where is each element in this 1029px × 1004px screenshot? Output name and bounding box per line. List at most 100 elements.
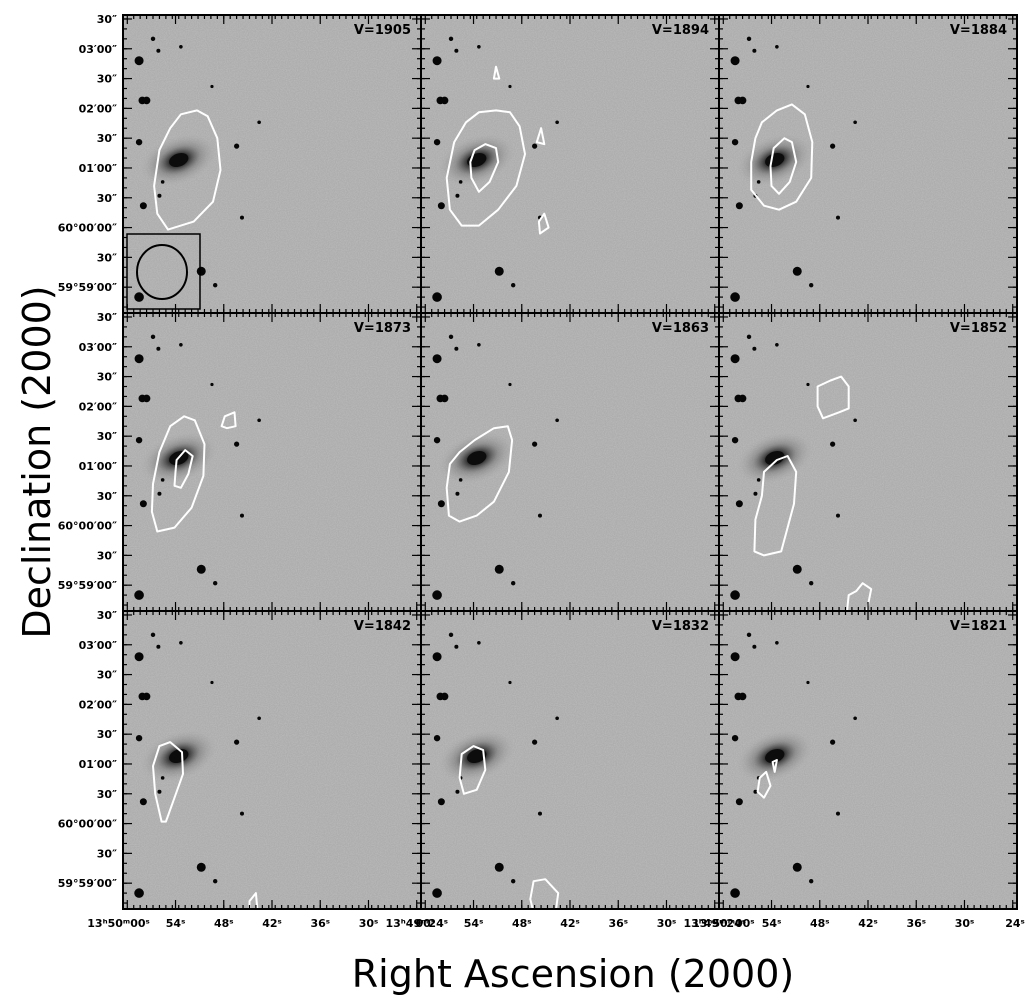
field-star <box>730 888 740 898</box>
field-star <box>753 491 758 496</box>
field-star <box>432 292 442 302</box>
field-star <box>234 441 240 447</box>
field-star <box>494 862 504 872</box>
y-tick-label: 30″ <box>97 13 117 26</box>
field-star <box>510 282 516 288</box>
panel-ticks <box>123 611 421 909</box>
field-star <box>179 640 183 645</box>
field-star <box>454 48 459 53</box>
field-star <box>432 590 442 600</box>
panel-2: V=1894 <box>420 14 720 314</box>
field-star <box>853 120 857 125</box>
velocity-label: V=1863 <box>652 321 709 336</box>
field-star <box>257 716 261 721</box>
field-star <box>134 888 144 898</box>
field-star <box>212 282 218 288</box>
field-star <box>139 202 147 210</box>
hi-contour <box>537 212 550 235</box>
field-star <box>756 478 761 482</box>
field-star <box>477 640 481 645</box>
y-tick-label: 59°59′00″ <box>58 281 117 294</box>
x-tick-label: 24ˢ <box>1005 917 1025 930</box>
field-star <box>448 36 454 42</box>
field-star <box>756 180 761 184</box>
field-star <box>139 798 147 806</box>
field-star <box>433 436 441 444</box>
hi-contour <box>248 892 259 909</box>
velocity-label: V=1832 <box>652 619 709 634</box>
galaxy-core <box>169 153 189 168</box>
hi-contour <box>153 109 222 231</box>
field-star <box>157 193 162 198</box>
y-tick-label: 30″ <box>97 311 117 324</box>
y-tick-label: 30″ <box>97 73 117 86</box>
field-star <box>156 644 161 649</box>
y-tick-label: 30″ <box>97 549 117 562</box>
hi-contour <box>756 770 772 799</box>
x-tick-label: 42ˢ <box>858 917 878 930</box>
field-star <box>229 911 233 915</box>
y-tick-label: 03′00″ <box>79 341 118 354</box>
galaxy-core <box>169 749 189 764</box>
y-tick-label: 02′00″ <box>79 102 118 115</box>
field-star <box>142 394 151 403</box>
y-tick-label: 60°00′00″ <box>58 818 117 831</box>
field-star <box>257 418 261 423</box>
panel-8: V=1832 <box>420 610 720 910</box>
field-star <box>537 513 542 518</box>
field-star <box>179 44 183 49</box>
field-star <box>532 441 538 447</box>
field-star <box>437 202 445 210</box>
field-star <box>134 292 144 302</box>
y-tick-label: 30″ <box>97 192 117 205</box>
field-star <box>239 811 244 816</box>
field-star <box>532 143 538 149</box>
y-axis-title: Declination (2000) <box>15 285 59 638</box>
field-star <box>752 346 757 351</box>
hi-contour <box>816 375 850 420</box>
field-star <box>555 418 559 423</box>
field-star <box>752 644 757 649</box>
field-star <box>156 48 161 53</box>
field-star <box>494 266 504 276</box>
panel-ticks <box>719 611 1017 909</box>
panel-6: V=1852 <box>718 312 1018 612</box>
x-tick-label: 30ˢ <box>955 917 975 930</box>
y-tick-label: 30″ <box>97 132 117 145</box>
field-star <box>196 564 206 574</box>
field-star <box>196 266 206 276</box>
hi-contour <box>469 143 500 193</box>
x-tick-label: 42ˢ <box>262 917 282 930</box>
field-star <box>239 513 244 518</box>
panel-ticks <box>123 15 421 313</box>
field-star <box>212 580 218 586</box>
field-star <box>440 394 449 403</box>
field-star <box>792 564 802 574</box>
field-star <box>808 282 814 288</box>
field-star <box>134 590 144 600</box>
hi-contour <box>769 137 798 195</box>
y-tick-label: 30″ <box>97 788 117 801</box>
hi-contour <box>173 449 194 489</box>
y-tick-label: 59°59′00″ <box>58 579 117 592</box>
hi-contour <box>150 415 206 533</box>
field-star <box>142 692 151 701</box>
field-star <box>555 716 559 721</box>
field-star <box>455 789 460 794</box>
hi-contour <box>753 455 798 557</box>
field-star <box>134 56 144 66</box>
hi-contour <box>458 745 487 795</box>
field-star <box>792 862 802 872</box>
field-star <box>510 580 516 586</box>
y-tick-label: 30″ <box>97 847 117 860</box>
velocity-label: V=1884 <box>950 23 1007 38</box>
field-star <box>532 739 538 745</box>
hi-contour <box>771 759 778 773</box>
x-axis-title: Right Ascension (2000) <box>352 952 794 996</box>
field-star <box>210 84 214 89</box>
x-tick-label: 48ˢ <box>810 917 830 930</box>
field-star <box>257 120 261 125</box>
field-star <box>432 354 442 364</box>
hi-contour <box>492 65 501 80</box>
field-star <box>835 811 840 816</box>
